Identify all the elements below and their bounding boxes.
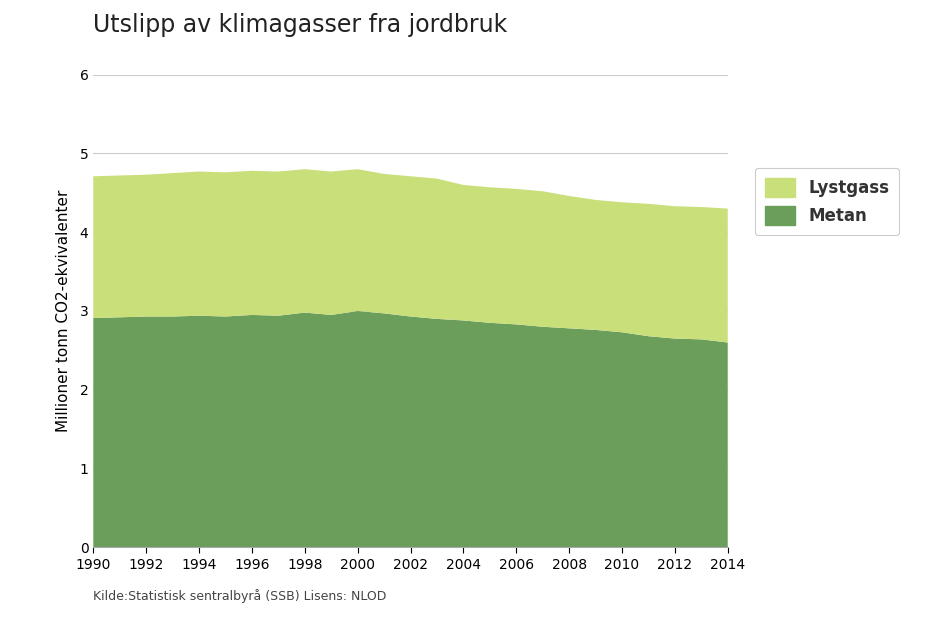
Text: Kilde:Statistisk sentralbyrå (SSB) Lisens: NLOD: Kilde:Statistisk sentralbyrå (SSB) Lisen… bbox=[93, 590, 386, 603]
Legend: Lystgass, Metan: Lystgass, Metan bbox=[755, 168, 899, 235]
Text: Utslipp av klimagasser fra jordbruk: Utslipp av klimagasser fra jordbruk bbox=[93, 13, 508, 37]
Y-axis label: Millioner tonn CO2-ekvivalenter: Millioner tonn CO2-ekvivalenter bbox=[56, 190, 71, 432]
